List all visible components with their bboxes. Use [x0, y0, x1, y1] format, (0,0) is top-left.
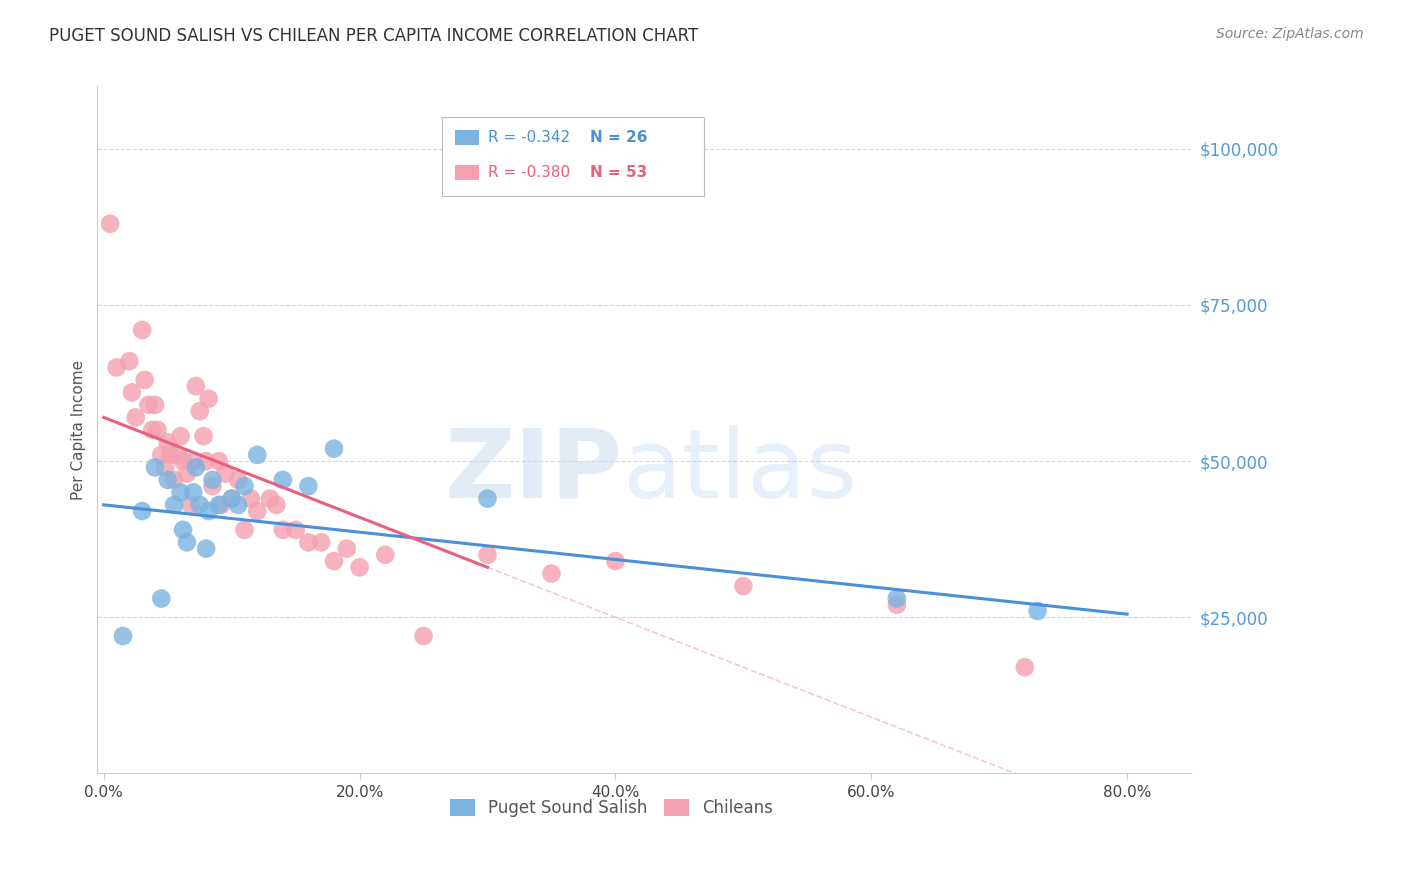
Text: R = -0.342: R = -0.342	[488, 130, 569, 145]
Point	[336, 541, 359, 556]
Point	[156, 435, 179, 450]
Point	[153, 460, 176, 475]
Point	[195, 541, 218, 556]
Point	[163, 473, 186, 487]
Legend: Puget Sound Salish, Chileans: Puget Sound Salish, Chileans	[443, 792, 780, 823]
Point	[150, 591, 173, 606]
Text: atlas: atlas	[623, 425, 858, 517]
Point	[412, 629, 434, 643]
Text: ZIP: ZIP	[444, 425, 623, 517]
Point	[169, 485, 191, 500]
Point	[131, 504, 153, 518]
Point	[125, 410, 148, 425]
Point	[176, 467, 198, 481]
Point	[309, 535, 332, 549]
Point	[297, 479, 319, 493]
Point	[477, 491, 499, 506]
Text: PUGET SOUND SALISH VS CHILEAN PER CAPITA INCOME CORRELATION CHART: PUGET SOUND SALISH VS CHILEAN PER CAPITA…	[49, 27, 699, 45]
Point	[233, 523, 256, 537]
Point	[167, 448, 190, 462]
FancyBboxPatch shape	[456, 165, 479, 180]
Point	[1014, 660, 1036, 674]
Point	[540, 566, 562, 581]
Point	[284, 523, 307, 537]
Y-axis label: Per Capita Income: Per Capita Income	[72, 359, 86, 500]
Point	[172, 454, 194, 468]
Point	[159, 448, 181, 462]
Point	[146, 423, 169, 437]
Point	[163, 498, 186, 512]
Point	[208, 498, 231, 512]
Point	[197, 504, 219, 518]
Point	[226, 498, 249, 512]
Point	[98, 217, 121, 231]
Point	[271, 473, 294, 487]
Point	[111, 629, 134, 643]
Point	[477, 548, 499, 562]
Point	[233, 479, 256, 493]
Point	[156, 473, 179, 487]
Point	[886, 591, 908, 606]
Point	[172, 523, 194, 537]
Point	[197, 392, 219, 406]
Point	[1026, 604, 1049, 618]
Point	[181, 454, 204, 468]
Point	[246, 504, 269, 518]
Point	[180, 498, 202, 512]
Text: R = -0.380: R = -0.380	[488, 165, 569, 180]
Point	[143, 398, 166, 412]
Point	[374, 548, 396, 562]
Point	[733, 579, 755, 593]
Point	[138, 398, 160, 412]
Point	[208, 454, 231, 468]
Point	[323, 554, 346, 568]
Point	[195, 454, 218, 468]
Point	[131, 323, 153, 337]
Point	[193, 429, 215, 443]
Text: N = 53: N = 53	[589, 165, 647, 180]
Point	[143, 460, 166, 475]
Point	[271, 523, 294, 537]
Point	[118, 354, 141, 368]
Point	[121, 385, 143, 400]
Point	[259, 491, 281, 506]
Point	[184, 460, 207, 475]
Point	[188, 498, 211, 512]
Text: N = 26: N = 26	[589, 130, 647, 145]
Point	[169, 429, 191, 443]
Point	[323, 442, 346, 456]
Point	[605, 554, 627, 568]
Point	[150, 448, 173, 462]
Point	[188, 404, 211, 418]
Point	[297, 535, 319, 549]
FancyBboxPatch shape	[441, 117, 704, 196]
Text: Source: ZipAtlas.com: Source: ZipAtlas.com	[1216, 27, 1364, 41]
Point	[226, 473, 249, 487]
Point	[105, 360, 128, 375]
Point	[181, 485, 204, 500]
Point	[221, 491, 243, 506]
Point	[221, 491, 243, 506]
Point	[141, 423, 163, 437]
Point	[176, 535, 198, 549]
Point	[201, 479, 224, 493]
Point	[214, 467, 236, 481]
FancyBboxPatch shape	[456, 130, 479, 145]
Point	[201, 473, 224, 487]
Point	[209, 498, 232, 512]
Point	[266, 498, 288, 512]
Point	[239, 491, 262, 506]
Point	[184, 379, 207, 393]
Point	[134, 373, 156, 387]
Point	[349, 560, 371, 574]
Point	[886, 598, 908, 612]
Point	[246, 448, 269, 462]
